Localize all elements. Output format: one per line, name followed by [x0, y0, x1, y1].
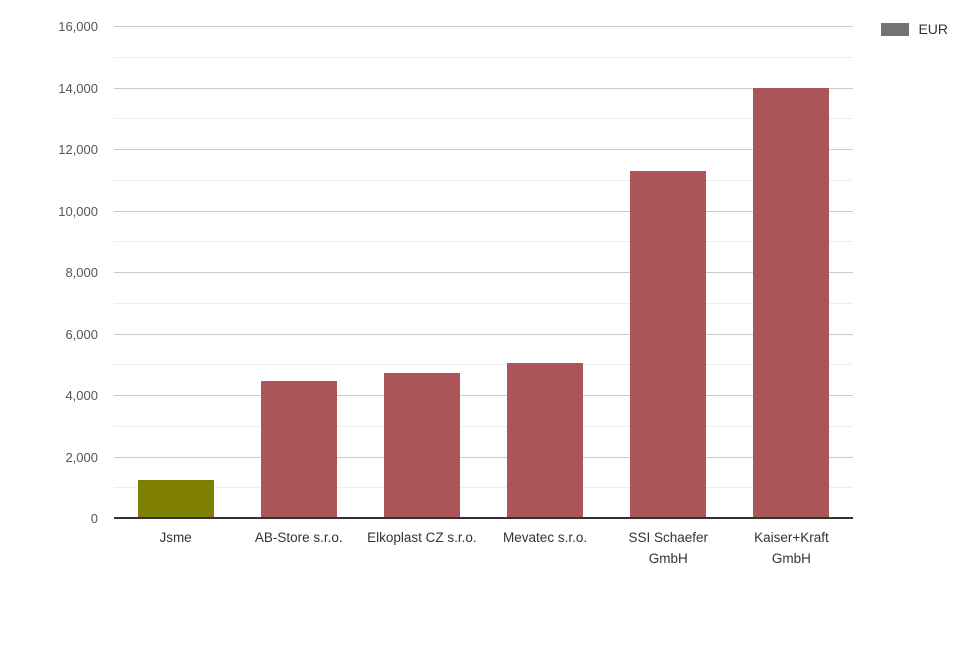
y-axis-tick-label: 4,000 [65, 388, 98, 403]
gridline-minor [114, 487, 853, 489]
x-axis-tick-label: Elkoplast CZ s.r.o. [367, 530, 477, 545]
x-axis-tick-label: SSI Schaefer GmbH [628, 530, 709, 566]
gridline-major [114, 26, 853, 27]
bar[interactable] [753, 87, 830, 518]
gridline-major [114, 87, 853, 89]
y-axis-tick-label: 8,000 [65, 265, 98, 280]
y-axis-tick-label: 0 [90, 511, 98, 526]
gridline-major [114, 272, 853, 273]
y-axis-tick-label: 12,000 [58, 142, 98, 157]
bar[interactable] [383, 373, 460, 518]
gridline-major [114, 210, 853, 212]
gridline-major [114, 395, 853, 396]
bar[interactable] [630, 170, 707, 518]
gridline-minor [114, 241, 853, 243]
x-axis-tick-label: Jsme [159, 530, 192, 545]
x-axis-tick-label: Kaiser+Kraft GmbH [754, 530, 829, 566]
x-axis-line [114, 517, 853, 519]
y-axis-tick-label: 6,000 [65, 326, 98, 342]
bar[interactable] [260, 381, 337, 518]
gridline-minor [114, 364, 853, 366]
gridline-minor [114, 302, 853, 304]
y-axis-tick-label: 14,000 [58, 80, 98, 96]
x-axis-tick-label: AB-Store s.r.o. [254, 530, 343, 545]
gridline-major [114, 456, 853, 458]
bar[interactable] [137, 479, 214, 518]
legend-swatch-eur [881, 22, 910, 36]
y-axis-tick-label: 2,000 [65, 449, 98, 465]
gridline-major [114, 149, 853, 150]
gridline-minor [114, 118, 853, 120]
gridline-minor [114, 56, 853, 58]
bar[interactable] [507, 362, 584, 518]
gridline-major [114, 333, 853, 335]
y-axis-tick-label: 10,000 [58, 203, 98, 219]
gridline-minor [114, 425, 853, 427]
legend-label-eur: EUR [918, 21, 948, 37]
chart-legend: EUR [881, 22, 948, 36]
gridline-minor [114, 179, 853, 181]
y-axis-tick-label: 16,000 [58, 19, 98, 34]
plot-area [114, 26, 853, 519]
x-axis-tick-label: Mevatec s.r.o. [503, 530, 588, 545]
